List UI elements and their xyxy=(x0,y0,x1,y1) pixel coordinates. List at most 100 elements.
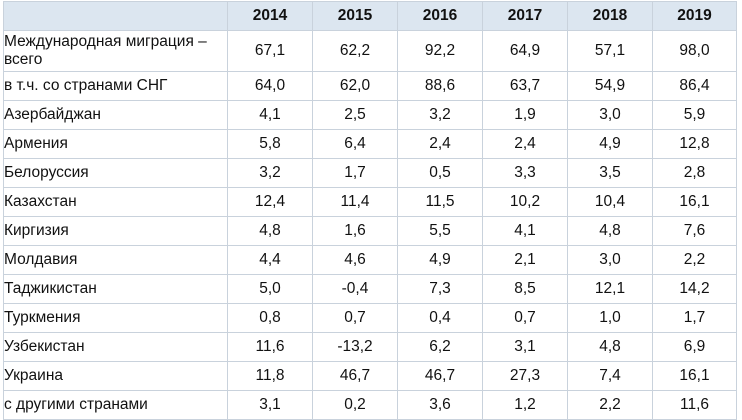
cell-value: 6,9 xyxy=(652,332,737,362)
year-header-2014: 2014 xyxy=(227,1,313,31)
row-label: Таджикистан xyxy=(3,274,228,304)
cell-value: 6,4 xyxy=(312,129,398,159)
cell-value: 1,2 xyxy=(482,390,568,420)
cell-value: 7,3 xyxy=(397,274,483,304)
cell-value: 5,9 xyxy=(652,100,737,130)
cell-value: 10,4 xyxy=(567,187,653,217)
cell-value: 64,9 xyxy=(482,30,568,72)
table-row: Украина 11,8 46,7 46,7 27,3 7,4 16,1 xyxy=(3,361,737,391)
cell-value: 16,1 xyxy=(652,187,737,217)
row-label: Азербайджан xyxy=(3,100,228,130)
cell-value: 4,1 xyxy=(227,100,313,130)
row-label: Международная миграция – всего xyxy=(3,30,228,72)
cell-value: 2,2 xyxy=(652,245,737,275)
cell-value: 5,0 xyxy=(227,274,313,304)
table-row: с другими странами 3,1 0,2 3,6 1,2 2,2 1… xyxy=(3,390,737,420)
table-row: Узбекистан 11,6 -13,2 6,2 3,1 4,8 6,9 xyxy=(3,332,737,362)
cell-value: 0,7 xyxy=(312,303,398,333)
row-label: Украина xyxy=(3,361,228,391)
cell-value: 11,4 xyxy=(312,187,398,217)
cell-value: 62,0 xyxy=(312,71,398,101)
cell-value: 64,0 xyxy=(227,71,313,101)
cell-value: 2,2 xyxy=(567,390,653,420)
year-header-2015: 2015 xyxy=(312,1,398,31)
table-body: Международная миграция – всего 67,1 62,2… xyxy=(3,30,737,420)
page: 2014 2015 2016 2017 2018 2019 Международ… xyxy=(3,1,737,420)
cell-value: 1,6 xyxy=(312,216,398,246)
table-row: Армения 5,8 6,4 2,4 2,4 4,9 12,8 xyxy=(3,129,737,159)
header-row: 2014 2015 2016 2017 2018 2019 xyxy=(3,1,737,31)
cell-value: 3,5 xyxy=(567,158,653,188)
cell-value: 7,4 xyxy=(567,361,653,391)
cell-value: 54,9 xyxy=(567,71,653,101)
cell-value: 86,4 xyxy=(652,71,737,101)
table-row: в т.ч. со странами СНГ 64,0 62,0 88,6 63… xyxy=(3,71,737,101)
cell-value: 4,8 xyxy=(227,216,313,246)
cell-value: 3,2 xyxy=(227,158,313,188)
table-row: Белоруссия 3,2 1,7 0,5 3,3 3,5 2,8 xyxy=(3,158,737,188)
cell-value: 3,0 xyxy=(567,245,653,275)
cell-value: 2,5 xyxy=(312,100,398,130)
cell-value: 46,7 xyxy=(397,361,483,391)
cell-value: 1,0 xyxy=(567,303,653,333)
table-row: Международная миграция – всего 67,1 62,2… xyxy=(3,30,737,72)
row-label: Туркмения xyxy=(3,303,228,333)
cell-value: 57,1 xyxy=(567,30,653,72)
cell-value: 3,6 xyxy=(397,390,483,420)
row-label: с другими странами xyxy=(3,390,228,420)
table-row: Киргизия 4,8 1,6 5,5 4,1 4,8 7,6 xyxy=(3,216,737,246)
row-label: Киргизия xyxy=(3,216,228,246)
cell-value: 1,9 xyxy=(482,100,568,130)
table-header: 2014 2015 2016 2017 2018 2019 xyxy=(3,1,737,31)
cell-value: 4,6 xyxy=(312,245,398,275)
row-label: Узбекистан xyxy=(3,332,228,362)
cell-value: 3,3 xyxy=(482,158,568,188)
row-label: в т.ч. со странами СНГ xyxy=(3,71,228,101)
row-label: Белоруссия xyxy=(3,158,228,188)
cell-value: -13,2 xyxy=(312,332,398,362)
cell-value: 11,8 xyxy=(227,361,313,391)
cell-value: 4,8 xyxy=(567,216,653,246)
cell-value: 4,1 xyxy=(482,216,568,246)
cell-value: -0,4 xyxy=(312,274,398,304)
header-corner-cell xyxy=(3,1,228,31)
table-row: Молдавия 4,4 4,6 4,9 2,1 3,0 2,2 xyxy=(3,245,737,275)
cell-value: 0,5 xyxy=(397,158,483,188)
cell-value: 0,7 xyxy=(482,303,568,333)
row-label: Казахстан xyxy=(3,187,228,217)
cell-value: 6,2 xyxy=(397,332,483,362)
cell-value: 2,4 xyxy=(397,129,483,159)
cell-value: 98,0 xyxy=(652,30,737,72)
cell-value: 2,8 xyxy=(652,158,737,188)
row-label: Армения xyxy=(3,129,228,159)
cell-value: 92,2 xyxy=(397,30,483,72)
cell-value: 3,2 xyxy=(397,100,483,130)
cell-value: 11,5 xyxy=(397,187,483,217)
cell-value: 12,4 xyxy=(227,187,313,217)
year-header-2017: 2017 xyxy=(482,1,568,31)
cell-value: 12,1 xyxy=(567,274,653,304)
cell-value: 3,1 xyxy=(227,390,313,420)
cell-value: 1,7 xyxy=(652,303,737,333)
cell-value: 4,4 xyxy=(227,245,313,275)
cell-value: 27,3 xyxy=(482,361,568,391)
cell-value: 3,0 xyxy=(567,100,653,130)
cell-value: 10,2 xyxy=(482,187,568,217)
cell-value: 4,8 xyxy=(567,332,653,362)
cell-value: 0,8 xyxy=(227,303,313,333)
cell-value: 11,6 xyxy=(652,390,737,420)
cell-value: 2,4 xyxy=(482,129,568,159)
cell-value: 5,8 xyxy=(227,129,313,159)
cell-value: 5,5 xyxy=(397,216,483,246)
cell-value: 4,9 xyxy=(397,245,483,275)
cell-value: 0,2 xyxy=(312,390,398,420)
cell-value: 8,5 xyxy=(482,274,568,304)
cell-value: 4,9 xyxy=(567,129,653,159)
cell-value: 3,1 xyxy=(482,332,568,362)
cell-value: 11,6 xyxy=(227,332,313,362)
migration-table: 2014 2015 2016 2017 2018 2019 Международ… xyxy=(3,1,737,420)
cell-value: 62,2 xyxy=(312,30,398,72)
cell-value: 12,8 xyxy=(652,129,737,159)
cell-value: 2,1 xyxy=(482,245,568,275)
cell-value: 0,4 xyxy=(397,303,483,333)
